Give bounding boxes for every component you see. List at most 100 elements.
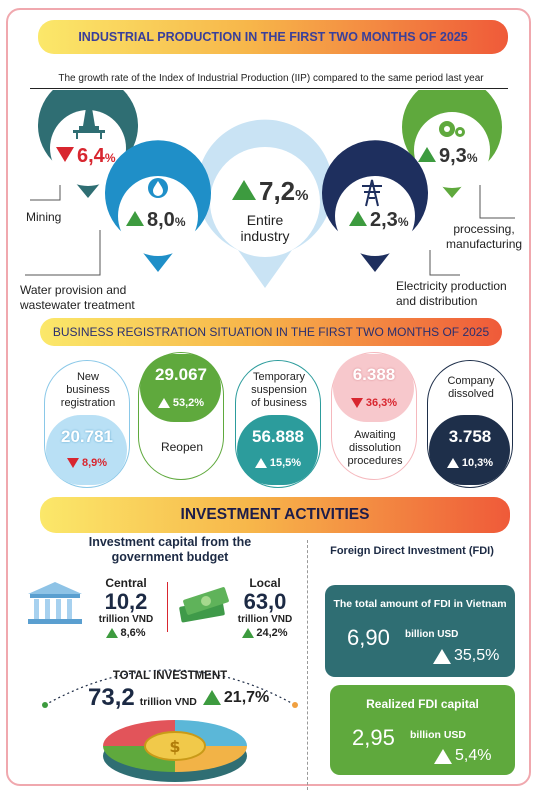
temporary-up-icon	[254, 458, 267, 468]
water-value: 8,0%	[126, 209, 185, 232]
total-arc	[42, 669, 298, 708]
local-value: 63,0	[243, 589, 287, 614]
fdi-realized-up-icon	[434, 748, 452, 764]
entire-label: Entire industry	[240, 212, 290, 244]
mining-down-icon	[56, 147, 74, 162]
electricity-pin-inner	[335, 176, 415, 256]
mining-pin-inner	[50, 110, 126, 186]
central-pct: 8,6%	[96, 627, 156, 639]
electricity-connector	[429, 250, 460, 276]
fdi-total-label: The total amount of FDI in Vietnam	[333, 598, 507, 610]
fdi-title: Foreign Direct Investment (FDI)	[330, 545, 494, 557]
electricity-label: Electricity production and distribution	[396, 279, 507, 308]
bank-building-icon	[28, 582, 82, 624]
temporary-card: Temporary suspension of business 56.888 …	[235, 360, 321, 488]
dissolved-value: 3.758	[448, 427, 492, 446]
new-business-card: New business registration 20.781 8,9%	[44, 360, 130, 488]
fdi-total-card: The total amount of FDI in Vietnam 6,90 …	[325, 585, 515, 677]
entire-pin-inner	[210, 147, 320, 257]
awaiting-pct: 36,3%	[332, 397, 416, 409]
reopen-value-bubble	[140, 354, 221, 422]
local-block: Local 63,0 trillion VND 24,2%	[234, 576, 296, 639]
new-business-value: 20.781	[61, 427, 113, 446]
subtitle-rule	[30, 88, 508, 89]
dissolved-up-icon	[446, 458, 459, 468]
central-unit: trillion VND	[98, 614, 154, 625]
reopen-up-icon	[157, 398, 170, 408]
awaiting-value: 6.388	[352, 365, 396, 384]
reopen-pct: 53,2%	[139, 397, 223, 409]
business-title-banner: BUSINESS REGISTRATION SITUATION IN THE F…	[40, 318, 502, 346]
processing-connector	[479, 185, 515, 219]
fdi-realized-card: Realized FDI capital 2,95 billion USD 5,…	[330, 685, 515, 775]
section-divider	[307, 540, 308, 790]
fdi-realized-label: Realized FDI capital	[366, 697, 479, 711]
entire-up-icon	[232, 180, 256, 200]
total-label: TOTAL INVESTMENT	[112, 670, 228, 682]
main-title-banner: INDUSTRIAL PRODUCTION IN THE FIRST TWO M…	[38, 20, 508, 54]
svg-text:$: $	[169, 737, 180, 756]
dissolved-pct: 10,3%	[428, 457, 512, 469]
central-label: Central	[105, 576, 147, 590]
central-block: Central 10,2 trillion VND 8,6%	[96, 576, 156, 639]
temporary-value: 56.888	[252, 427, 304, 446]
awaiting-label: Awaiting dissolution procedures	[347, 429, 403, 467]
mining-value: 6,4%	[56, 145, 115, 168]
fdi-total-value: 6,90	[347, 625, 390, 650]
total-unit: trillion VND	[139, 696, 197, 708]
water-pin-inner	[118, 176, 198, 256]
mining-label: Mining	[26, 210, 62, 224]
total-pct: 21,7%	[202, 689, 269, 707]
iip-pins-graphic	[25, 90, 515, 289]
total-up-icon	[202, 690, 221, 705]
money-stack-icon	[179, 587, 229, 623]
budget-divider	[167, 582, 168, 632]
processing-value: 9,3%	[418, 145, 477, 168]
fdi-total-up-icon	[433, 648, 451, 664]
reopen-value: 29.067	[155, 365, 207, 384]
new-business-label: New business registration	[60, 371, 116, 409]
local-label: Local	[249, 576, 281, 590]
investment-title: INVESTMENT ACTIVITIES	[180, 506, 370, 523]
new-business-value-bubble	[46, 415, 127, 485]
entire-value: 7,2%	[232, 176, 309, 207]
fdi-total-pct: 35,5%	[433, 647, 499, 665]
dissolved-label: Company dissolved	[447, 375, 495, 400]
central-up-icon	[106, 628, 119, 638]
local-unit: trillion VND	[237, 614, 293, 625]
electricity-value: 2,3%	[349, 209, 408, 232]
central-value: 10,2	[104, 589, 148, 614]
local-up-icon	[242, 628, 255, 638]
water-label: Water provision and wastewater treatment	[20, 283, 135, 312]
temporary-value-bubble	[237, 415, 318, 485]
coin-stack-icon: $	[103, 720, 247, 782]
total-value-row: 73,2 trillion VND 21,7%	[88, 684, 269, 712]
fdi-realized-unit: billion USD	[410, 729, 466, 741]
fdi-realized-value: 2,95	[352, 725, 395, 750]
reopen-card: 29.067 53,2% Reopen	[138, 352, 224, 480]
dissolved-card: Company dissolved 3.758 10,3%	[427, 360, 513, 488]
mining-connector	[30, 185, 61, 201]
oil-rig-icon	[73, 108, 105, 139]
water-drop-icon	[148, 178, 168, 198]
gears-icon	[439, 121, 465, 137]
water-up-icon	[126, 211, 144, 226]
awaiting-value-bubble	[333, 354, 414, 422]
processing-label: processing, manufacturing	[446, 222, 523, 251]
business-title: BUSINESS REGISTRATION SITUATION IN THE F…	[52, 325, 490, 339]
new-business-down-icon	[66, 458, 79, 468]
iip-subtitle: The growth rate of the Index of Industri…	[58, 73, 484, 84]
power-tower-icon	[362, 179, 382, 207]
dissolved-value-bubble	[429, 415, 510, 485]
local-pct: 24,2%	[234, 627, 296, 639]
new-business-pct: 8,9%	[45, 457, 129, 469]
investment-title-banner: INVESTMENT ACTIVITIES	[40, 497, 510, 533]
fdi-realized-pct: 5,4%	[434, 747, 491, 765]
processing-pin-inner	[414, 112, 490, 188]
budget-title: Investment capital from the government b…	[88, 535, 252, 564]
fdi-total-unit: billion USD	[405, 629, 459, 640]
main-title: INDUSTRIAL PRODUCTION IN THE FIRST TWO M…	[78, 30, 468, 44]
electricity-up-icon	[349, 211, 367, 226]
awaiting-card: 6.388 36,3% Awaiting dissolution procedu…	[331, 352, 417, 480]
processing-up-icon	[418, 147, 436, 162]
